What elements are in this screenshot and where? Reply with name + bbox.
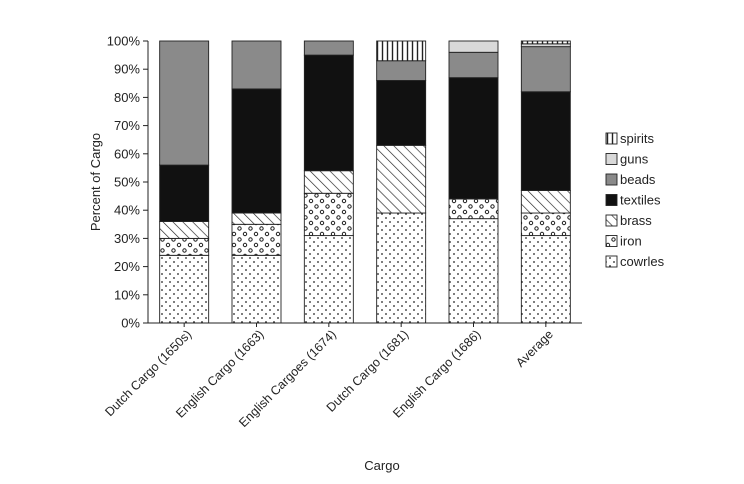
legend-label: spirits (620, 131, 654, 146)
legend-label: guns (620, 152, 649, 167)
legend-swatch (605, 235, 618, 247)
bar-segment-textiles (376, 80, 427, 146)
legend-label: cowrles (620, 254, 665, 269)
bar-segment-textiles (448, 77, 499, 200)
bar-segment-cowrles (231, 254, 282, 324)
bar-segment-brass (520, 190, 571, 214)
legend-item-beads: beads (605, 172, 656, 187)
bar-segment-textiles (303, 54, 354, 172)
legend-item-guns: guns (605, 152, 649, 167)
y-tick-label: 80% (114, 90, 140, 105)
y-tick-label: 0% (121, 316, 140, 331)
bar-segment-brass (159, 221, 210, 239)
y-tick-label: 70% (114, 118, 140, 133)
bar-segment-cowrles (159, 254, 210, 324)
legend-swatch (605, 194, 618, 206)
legend-label: brass (620, 213, 652, 228)
bar-segment-beads (376, 60, 427, 81)
y-tick-label: 60% (114, 146, 140, 161)
bar-segment-iron (159, 237, 210, 256)
y-axis-title: Percent of Cargo (88, 133, 103, 231)
legend-item-textiles: textiles (605, 193, 661, 208)
bar-segment-iron (448, 198, 499, 220)
y-tick-label: 50% (114, 175, 140, 190)
legend-swatch (605, 173, 618, 186)
bar-stack (376, 40, 427, 324)
x-category-label: Average (513, 327, 556, 370)
legend-swatch (605, 132, 618, 145)
bar-segment-iron (231, 223, 282, 256)
legend-item-cowrles: cowrles (605, 254, 665, 269)
bar-segment-beads (520, 46, 571, 93)
y-tick-label: 30% (114, 231, 140, 246)
y-tick-label: 90% (114, 62, 140, 77)
bar-segment-brass (231, 212, 282, 225)
legend-swatch (605, 255, 618, 268)
bar-segment-beads (231, 40, 282, 90)
legend-label: iron (620, 234, 642, 249)
bar-stack (303, 40, 354, 324)
bar-segment-cowrles (448, 218, 499, 324)
bar-segment-textiles (520, 91, 571, 191)
legend: spirits guns beads textiles brass iron cowrles (605, 131, 665, 269)
bar-segment-cowrles (520, 235, 571, 324)
bar-segment-spirits (520, 40, 571, 45)
bar-segment-beads (448, 51, 499, 79)
bar-stacks (159, 40, 571, 324)
bar-segment-cowrles (303, 235, 354, 324)
legend-swatch (605, 153, 618, 165)
legend-item-iron: iron (605, 234, 642, 249)
bar-segment-spirits (376, 40, 427, 62)
bar-segment-brass (303, 170, 354, 194)
bar-segment-textiles (231, 88, 282, 214)
y-tick-label: 10% (114, 287, 140, 302)
bar-stack (159, 40, 210, 324)
bar-segment-beads (303, 40, 354, 56)
bar-segment-cowrles (376, 212, 427, 324)
y-tick-label: 40% (114, 203, 140, 218)
bar-segment-iron (303, 192, 354, 237)
x-axis: Dutch Cargo (1650s)English Cargo (1663)E… (102, 322, 582, 430)
y-tick-label: 100% (107, 34, 141, 49)
x-axis-title: Cargo (364, 458, 399, 473)
bar-segment-brass (376, 144, 427, 214)
legend-item-brass: brass (605, 213, 652, 228)
legend-label: textiles (620, 193, 661, 208)
bar-stack (231, 40, 282, 324)
legend-swatch (605, 214, 618, 227)
bar-stack (520, 40, 571, 324)
legend-item-spirits: spirits (605, 131, 654, 146)
legend-label: beads (620, 172, 656, 187)
y-tick-label: 20% (114, 259, 140, 274)
bar-segment-iron (520, 212, 571, 237)
bar-segment-textiles (159, 164, 210, 222)
bar-segment-beads (159, 40, 210, 166)
bar-segment-guns (448, 40, 499, 53)
y-axis: 0% 10% 20% 30% 40% 50% 60% 70% 80% 90% 100% (107, 34, 149, 331)
bar-stack (448, 40, 499, 324)
